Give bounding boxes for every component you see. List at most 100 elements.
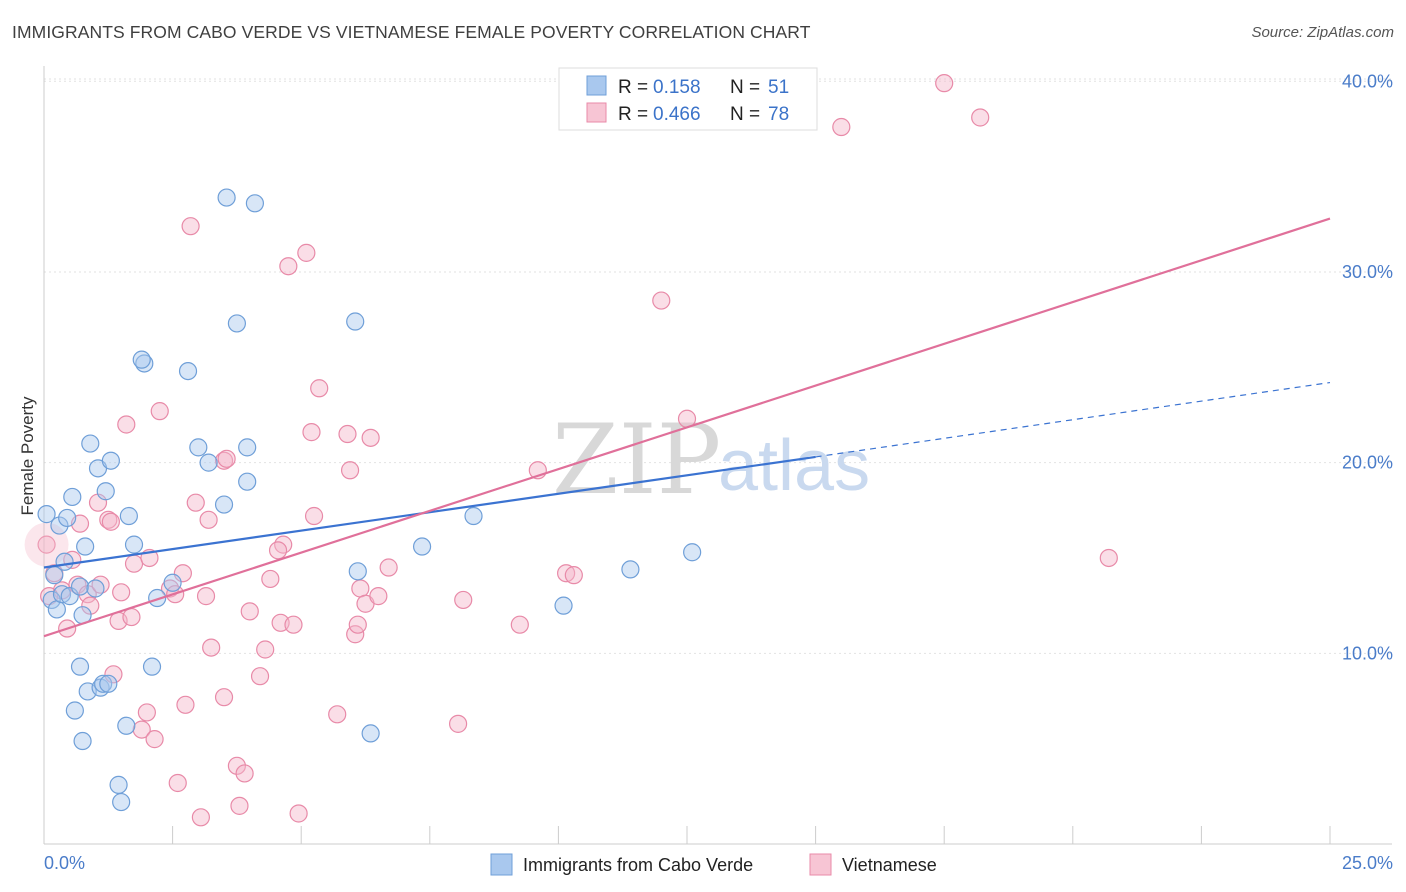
vietnamese-point-65 xyxy=(454,590,473,610)
vietnamese-point-70 xyxy=(652,291,671,310)
y-tick-label-3: 40.0% xyxy=(1342,71,1393,91)
bottom-legend: Immigrants from Cabo Verde Vietnamese xyxy=(490,853,937,876)
vietnamese-point-29 xyxy=(181,217,200,236)
vietnamese-point-73 xyxy=(935,74,954,93)
vietnamese-point-39 xyxy=(230,796,249,815)
bottom-legend-swatch-pink xyxy=(809,853,832,876)
cabo-verde-point-31 xyxy=(148,588,167,608)
cabo-verde-point-14 xyxy=(73,731,92,751)
cabo-verde-point-17 xyxy=(81,434,100,453)
cabo-verde-point-11 xyxy=(70,577,90,596)
cabo-verde-point-37 xyxy=(217,188,236,207)
cabo-verde-point-25 xyxy=(112,792,131,812)
series-vietnamese-points xyxy=(24,74,1118,827)
legend-n-label-pink: N = xyxy=(730,104,760,125)
vietnamese-point-17 xyxy=(122,607,141,627)
legend-r-value-pink: 0.466 xyxy=(653,104,701,125)
cabo-verde-point-30 xyxy=(142,657,162,676)
x-tick-label-1: 25.0% xyxy=(1342,853,1393,873)
bottom-legend-label-pink: Vietnamese xyxy=(842,855,937,875)
vietnamese-point-66 xyxy=(510,615,529,634)
vietnamese-point-18 xyxy=(124,554,144,573)
x-tick-label-0: 0.0% xyxy=(44,853,85,873)
vietnamese-point-11 xyxy=(99,510,118,529)
cabo-verde-trend-extension xyxy=(815,381,1331,458)
vietnamese-point-35 xyxy=(214,688,234,707)
vietnamese-point-77 xyxy=(268,541,288,560)
cabo-verde-point-44 xyxy=(361,724,380,743)
vietnamese-point-37 xyxy=(217,449,236,468)
vietnamese-point-34 xyxy=(202,638,221,657)
vietnamese-point-12 xyxy=(101,512,120,531)
legend-r-label-pink: R = xyxy=(618,104,648,125)
cabo-verde-point-41 xyxy=(245,194,265,213)
vietnamese-point-41 xyxy=(240,602,259,621)
cabo-verde-point-6 xyxy=(55,552,74,571)
axes xyxy=(43,66,1392,845)
x-tick-labels: 0.0% 25.0% xyxy=(44,853,1393,873)
vietnamese-point-46 xyxy=(274,535,293,554)
vietnamese-point-38 xyxy=(227,756,246,775)
trend-lines xyxy=(43,217,1331,638)
vietnamese-point-61 xyxy=(361,428,380,447)
cabo-verde-point-34 xyxy=(189,438,208,457)
vietnamese-point-42 xyxy=(250,667,270,686)
vietnamese-point-33 xyxy=(199,510,218,529)
vietnamese-point-69 xyxy=(564,566,583,585)
cabo-verde-point-47 xyxy=(554,596,573,615)
cabo-verde-point-15 xyxy=(76,537,95,556)
vietnamese-point-44 xyxy=(261,569,280,589)
source-credit: Source: ZipAtlas.com xyxy=(1251,24,1394,41)
vietnamese-point-54 xyxy=(328,705,347,724)
legend-r-label-blue: R = xyxy=(618,77,648,98)
cabo-verde-point-9 xyxy=(63,487,82,507)
y-tick-label-2: 30.0% xyxy=(1342,262,1393,282)
cabo-verde-point-18 xyxy=(86,579,105,598)
cabo-verde-point-48 xyxy=(621,560,640,579)
vietnamese-point-32 xyxy=(196,587,216,606)
grid-lines xyxy=(44,78,1392,654)
series-cabo-verde-points xyxy=(37,188,702,812)
cabo-verde-point-50 xyxy=(109,775,128,794)
vietnamese-point-31 xyxy=(191,808,210,827)
vietnamese-point-15 xyxy=(112,583,131,602)
vietnamese-point-36 xyxy=(214,451,234,470)
vietnamese-point-75 xyxy=(1099,548,1118,568)
vietnamese-point-74 xyxy=(971,108,990,127)
cabo-verde-point-32 xyxy=(163,573,182,592)
legend-swatch-pink xyxy=(586,102,607,123)
cabo-verde-point-12 xyxy=(70,657,90,676)
cabo-verde-point-39 xyxy=(238,438,257,457)
vietnamese-point-20 xyxy=(137,703,156,722)
vietnamese-point-30 xyxy=(186,493,205,512)
cabo-verde-point-40 xyxy=(238,472,257,491)
vietnamese-point-8 xyxy=(81,596,100,615)
watermark-zip: ZIP xyxy=(552,404,721,516)
vietnamese-point-56 xyxy=(340,461,360,480)
vietnamese-point-63 xyxy=(379,558,398,577)
vietnamese-point-72 xyxy=(832,117,851,137)
cabo-verde-point-46 xyxy=(464,506,483,526)
y-tick-labels: 10.0% 20.0% 30.0% 40.0% xyxy=(1342,71,1393,663)
legend-n-value-pink: 78 xyxy=(768,104,789,125)
cabo-verde-point-22 xyxy=(96,482,115,501)
vietnamese-point-23 xyxy=(150,402,169,421)
vietnamese-point-52 xyxy=(304,506,324,526)
cabo-verde-point-38 xyxy=(227,314,246,333)
cabo-verde-point-45 xyxy=(412,537,432,556)
bottom-legend-swatch-blue xyxy=(490,853,513,876)
cabo-verde-point-28 xyxy=(124,535,144,554)
cabo-verde-point-4 xyxy=(50,516,69,535)
y-axis-label: Female Poverty xyxy=(18,396,37,516)
y-tick-label-0: 10.0% xyxy=(1342,643,1393,663)
legend-n-value-blue: 51 xyxy=(768,77,789,98)
vietnamese-point-50 xyxy=(297,243,316,262)
cabo-verde-point-36 xyxy=(214,495,234,514)
legend-n-label-blue: N = xyxy=(730,77,760,98)
vietnamese-point-49 xyxy=(289,804,308,823)
vietnamese-point-19 xyxy=(132,720,151,739)
vietnamese-point-47 xyxy=(279,257,298,276)
vietnamese-point-51 xyxy=(302,423,321,442)
cabo-verde-point-3 xyxy=(47,600,66,619)
